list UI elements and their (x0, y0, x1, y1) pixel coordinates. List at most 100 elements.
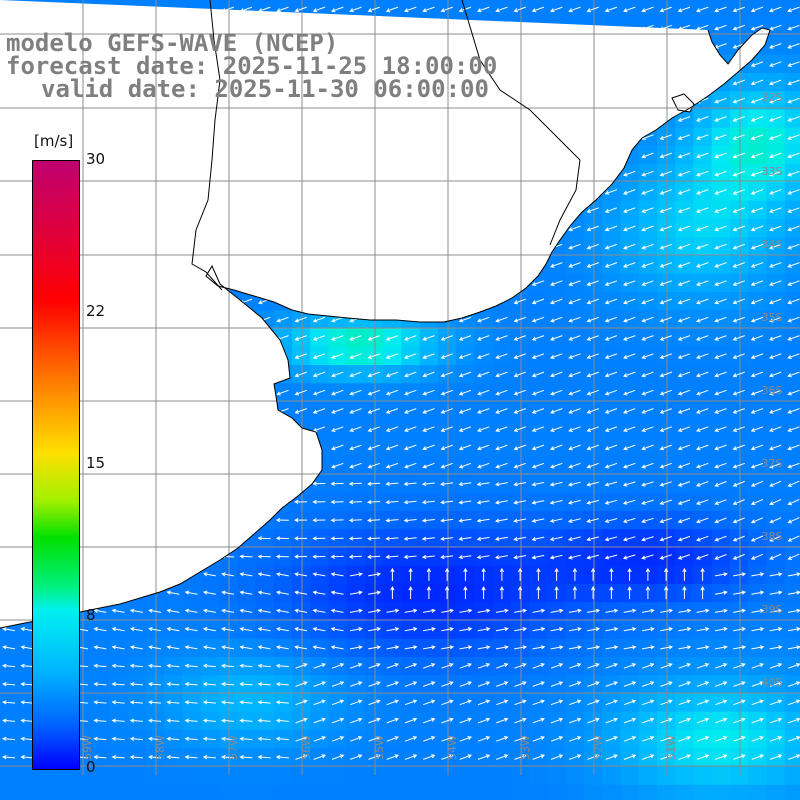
wind-arrow-12 (440, 6, 453, 13)
wind-arrow-153 (732, 262, 745, 268)
wind-arrow-89 (732, 170, 745, 177)
wind-arrow-90 (750, 170, 764, 177)
colorbar-tick-15: 15 (86, 454, 106, 472)
wind-arrow-175 (531, 298, 545, 305)
wind-arrow-185 (714, 298, 727, 305)
wave-cell-1898 (109, 784, 129, 800)
wave-cell-1926 (620, 784, 640, 800)
wave-cell-1907 (273, 784, 293, 800)
wind-arrow-29 (750, 6, 764, 13)
wind-arrow-164 (659, 280, 672, 286)
wind-arrow-169 (750, 280, 764, 286)
wind-arrow-80 (750, 152, 764, 159)
wind-arrow-32 (641, 24, 654, 31)
wind-arrow-160 (586, 280, 599, 286)
wind-arrow-173 (258, 298, 271, 305)
lat-label-36S: 36S (762, 384, 783, 397)
wind-arrow-154 (750, 262, 764, 268)
colorbar-tick-22: 22 (86, 302, 106, 320)
wind-arrow-23 (641, 6, 654, 13)
wave-cell-1901 (164, 784, 184, 800)
wind-arrow-17 (531, 6, 545, 13)
wind-arrow-81 (769, 152, 782, 159)
wind-arrow-161 (604, 280, 618, 286)
wave-cell-1908 (292, 784, 311, 800)
lon-label-59W: 59W (81, 735, 94, 760)
wave-cell-1916 (438, 784, 457, 800)
lon-label-57W: 57W (227, 735, 240, 760)
wave-cell-1890 (766, 766, 786, 786)
wind-arrow-150 (677, 262, 691, 268)
wave-cell-1864 (292, 766, 311, 786)
wind-arrow-115 (787, 207, 800, 213)
wind-arrow-45 (750, 61, 764, 67)
wind-arrow-85 (659, 170, 672, 177)
wind-arrow-109 (677, 207, 691, 213)
wind-arrow-4 (294, 6, 307, 13)
lat-label-40S: 40S (762, 676, 783, 689)
wind-arrow-10 (404, 6, 417, 13)
wind-arrow-93 (604, 189, 618, 195)
wave-cell-1915 (419, 784, 439, 800)
wind-arrow-49 (750, 79, 764, 86)
wind-arrow-39 (769, 24, 782, 31)
wind-arrow-76 (677, 152, 691, 159)
wind-arrow-184 (696, 298, 709, 305)
wind-arrow-128 (787, 225, 800, 232)
wind-arrow-25 (677, 6, 691, 13)
colorbar-gradient (32, 160, 80, 770)
wave-cell-1885 (675, 766, 695, 786)
wind-arrow-19 (568, 6, 581, 13)
wave-cell-1851 (54, 766, 74, 786)
wave-cell-1920 (511, 784, 530, 800)
wind-arrow-127 (769, 225, 782, 232)
wave-cell-1932 (730, 784, 749, 800)
wind-arrow-62 (750, 116, 764, 122)
wave-cell-1869 (383, 766, 403, 786)
wind-arrow-56 (769, 97, 782, 104)
wind-arrow-0 (221, 6, 234, 13)
wind-arrow-188 (769, 298, 782, 305)
wind-arrow-143 (550, 262, 563, 268)
wind-arrow-72 (769, 134, 782, 140)
wave-cell-1928 (657, 784, 676, 800)
wave-cell-1927 (638, 784, 658, 800)
wind-arrow-82 (787, 152, 800, 159)
wind-arrow-71 (750, 134, 764, 140)
wind-arrow-88 (714, 170, 727, 177)
wave-cell-1924 (584, 784, 603, 800)
lat-lon-grid (0, 0, 800, 775)
wave-cell-1854 (109, 766, 129, 786)
wind-arrow-108 (659, 207, 672, 213)
colorbar-tick-8: 8 (86, 606, 96, 624)
wave-cell-1933 (748, 784, 768, 800)
wind-arrow-130 (568, 243, 581, 250)
wind-arrow-58 (677, 116, 691, 122)
wind-arrow-38 (750, 24, 764, 31)
wind-arrow-167 (714, 280, 727, 286)
wind-arrow-168 (732, 280, 745, 286)
wind-arrow-14 (477, 6, 490, 13)
wind-arrow-18 (550, 6, 563, 13)
wind-arrow-186 (732, 298, 745, 305)
wind-arrow-118 (604, 225, 618, 232)
lon-label-52W: 52W (592, 735, 605, 760)
wind-arrow-146 (604, 262, 618, 268)
wave-cell-1877 (529, 766, 549, 786)
wave-cell-1867 (346, 766, 366, 786)
wind-arrow-13 (458, 6, 472, 13)
wave-cell-1872 (438, 766, 457, 786)
wave-cell-1853 (91, 766, 111, 786)
wind-arrow-104 (586, 207, 599, 213)
wave-cell-1891 (784, 766, 800, 786)
wave-cell-1870 (401, 766, 421, 786)
wave-cell-1878 (547, 766, 567, 786)
lat-label-37S: 37S (762, 457, 783, 470)
wind-arrow-36 (714, 24, 727, 31)
wind-arrow-106 (623, 207, 636, 213)
wave-cell-1900 (146, 784, 165, 800)
wave-cell-1897 (91, 784, 111, 800)
wave-cell-1905 (237, 784, 257, 800)
wave-cell-1888 (730, 766, 749, 786)
